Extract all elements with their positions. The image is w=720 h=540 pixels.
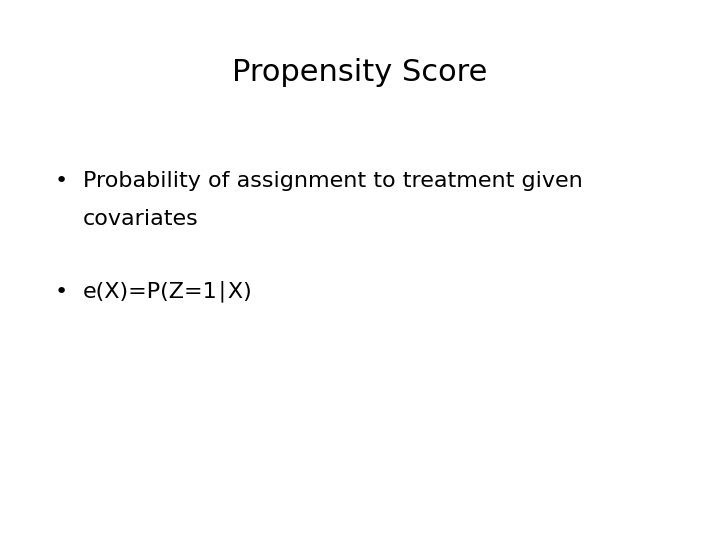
Text: covariates: covariates xyxy=(83,208,199,229)
Text: •: • xyxy=(55,171,68,191)
Text: Probability of assignment to treatment given: Probability of assignment to treatment g… xyxy=(83,171,582,191)
Text: •: • xyxy=(55,281,68,302)
Text: e(X)=P(Z=1∣X): e(X)=P(Z=1∣X) xyxy=(83,281,253,302)
Text: Propensity Score: Propensity Score xyxy=(233,58,487,87)
